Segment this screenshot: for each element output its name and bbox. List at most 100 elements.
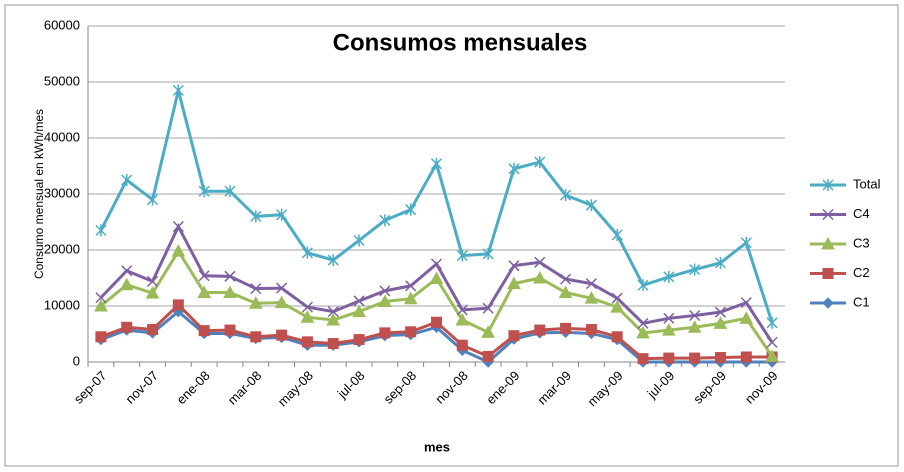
marker <box>198 185 210 198</box>
marker <box>276 329 288 341</box>
marker <box>147 275 159 287</box>
marker <box>585 278 597 290</box>
marker <box>224 270 236 282</box>
marker <box>378 294 392 308</box>
marker <box>147 193 159 206</box>
marker <box>611 292 623 304</box>
marker <box>661 323 676 336</box>
legend-label: C3 <box>853 235 870 250</box>
marker <box>327 338 339 350</box>
marker <box>172 220 184 233</box>
marker <box>611 228 623 241</box>
y-tick-label: 20000 <box>44 241 80 256</box>
marker <box>456 304 468 316</box>
marker <box>740 297 752 309</box>
marker <box>172 299 184 311</box>
x-axis-label: mes <box>424 439 450 454</box>
marker <box>740 236 752 249</box>
marker <box>248 296 263 309</box>
marker <box>379 327 391 339</box>
marker <box>327 306 339 318</box>
marker <box>95 331 107 343</box>
marker <box>481 325 495 338</box>
marker <box>766 316 778 329</box>
marker <box>534 256 546 268</box>
marker <box>430 258 443 270</box>
marker <box>276 282 288 294</box>
marker <box>223 285 237 299</box>
marker <box>430 157 443 170</box>
marker <box>689 309 701 322</box>
marker <box>301 246 313 259</box>
marker <box>250 283 262 295</box>
marker <box>508 162 520 175</box>
marker <box>534 156 546 169</box>
marker <box>353 234 365 247</box>
marker <box>822 179 834 191</box>
marker <box>611 331 623 343</box>
marker <box>610 300 625 313</box>
marker <box>560 322 572 334</box>
marker <box>740 351 752 363</box>
marker <box>171 244 186 257</box>
y-tick-label: 0 <box>73 353 80 368</box>
marker <box>560 189 572 202</box>
marker <box>714 352 726 364</box>
marker <box>301 301 313 313</box>
y-tick-label: 50000 <box>44 73 80 88</box>
marker <box>121 321 133 333</box>
marker <box>821 236 835 250</box>
marker <box>198 325 210 337</box>
marker <box>663 312 675 324</box>
marker <box>637 317 649 329</box>
marker <box>379 214 391 227</box>
marker <box>145 286 160 299</box>
marker <box>352 304 366 318</box>
marker <box>507 276 521 290</box>
marker <box>455 312 470 326</box>
marker <box>327 254 339 267</box>
marker <box>714 256 726 269</box>
marker <box>300 310 315 323</box>
marker <box>276 208 288 221</box>
legend-label: C4 <box>853 206 870 221</box>
marker <box>405 203 417 216</box>
marker <box>508 260 520 272</box>
marker <box>637 279 649 292</box>
legend-label: Total <box>853 176 881 191</box>
marker <box>584 291 599 304</box>
y-tick-label: 30000 <box>44 185 80 200</box>
marker <box>353 334 365 346</box>
marker <box>456 339 468 351</box>
marker <box>532 270 547 284</box>
marker <box>250 210 262 223</box>
marker <box>689 263 701 276</box>
marker <box>224 185 236 198</box>
legend-label: C1 <box>853 294 870 309</box>
marker <box>456 249 468 262</box>
marker <box>714 306 726 318</box>
marker <box>301 336 313 348</box>
marker <box>637 353 649 365</box>
marker <box>739 311 754 324</box>
y-tick-label: 10000 <box>44 297 80 312</box>
marker <box>534 324 546 336</box>
chart-title: Consumos mensuales <box>333 29 588 56</box>
marker <box>822 268 834 279</box>
marker <box>403 291 418 305</box>
marker <box>687 320 702 333</box>
marker <box>636 325 650 339</box>
marker <box>713 316 728 329</box>
marker <box>765 349 779 362</box>
marker <box>147 324 159 336</box>
marker <box>224 324 236 336</box>
y-tick-label: 40000 <box>44 129 80 144</box>
marker <box>197 285 212 299</box>
marker <box>766 336 778 348</box>
marker <box>405 326 417 338</box>
marker <box>508 330 520 342</box>
marker <box>663 352 675 364</box>
marker <box>482 302 494 314</box>
marker <box>274 295 289 309</box>
marker <box>482 350 494 362</box>
